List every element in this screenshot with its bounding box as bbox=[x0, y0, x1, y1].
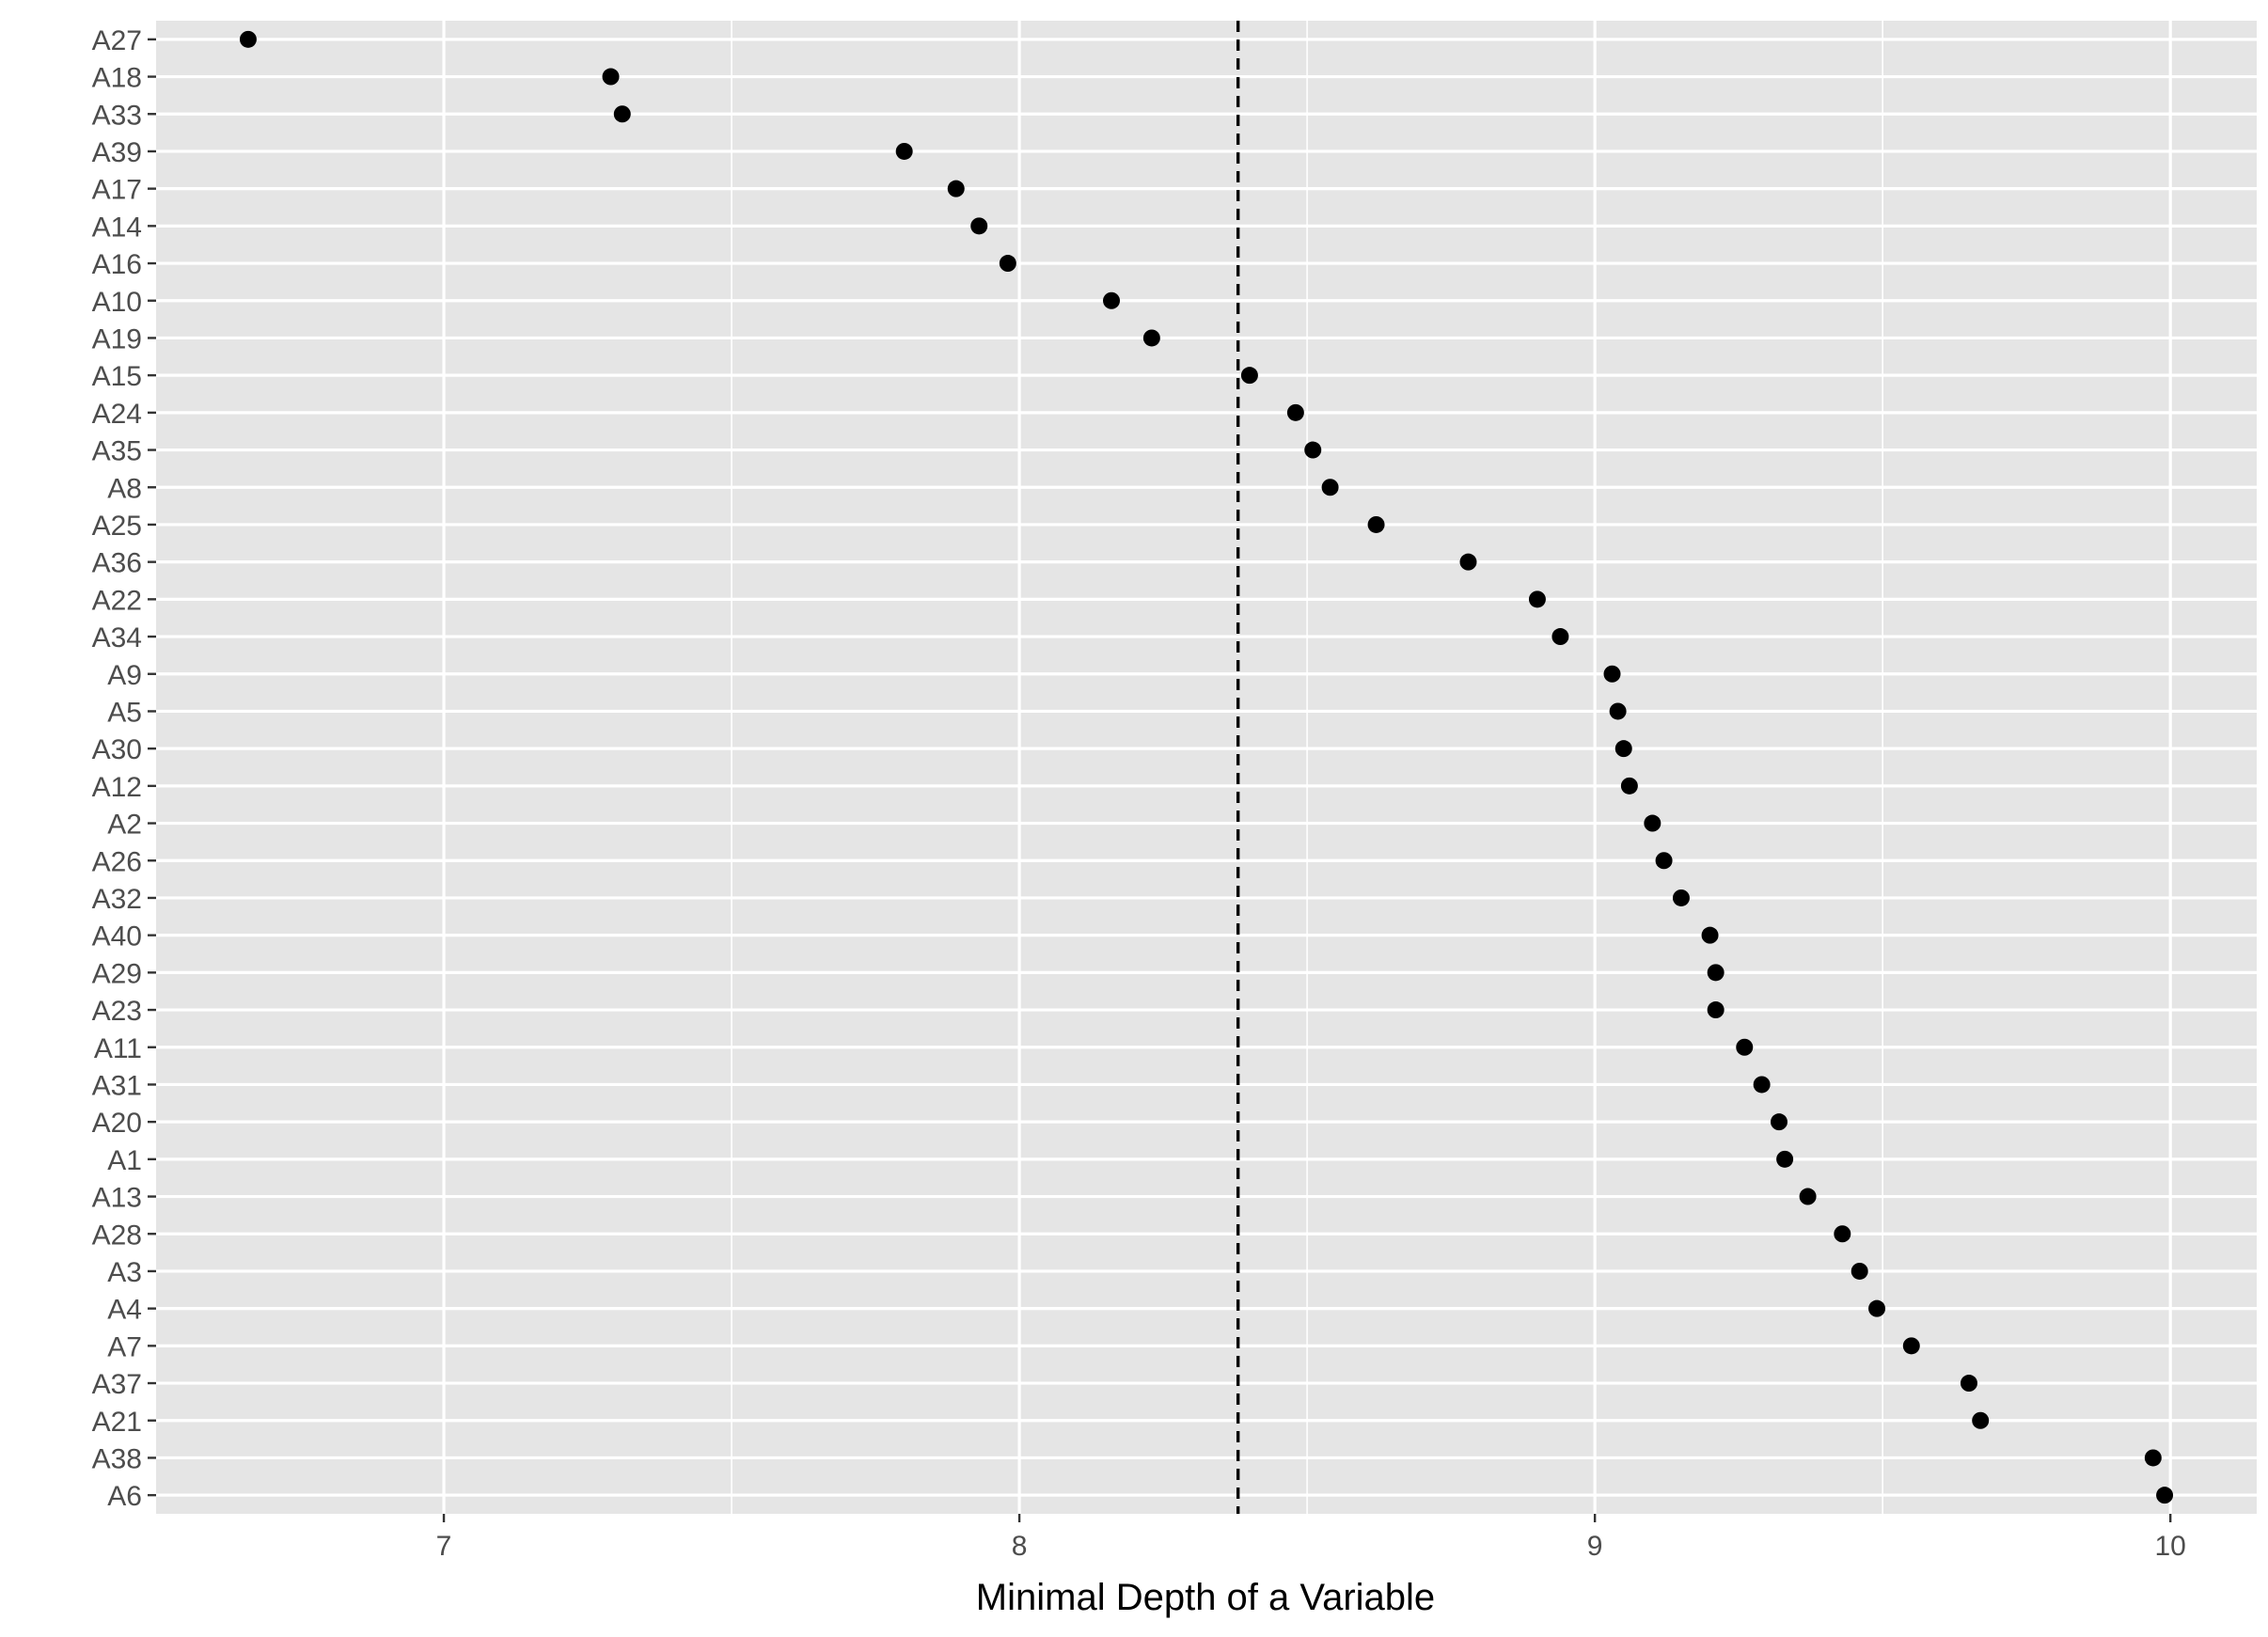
data-point bbox=[1655, 852, 1673, 870]
data-point bbox=[1367, 515, 1385, 533]
y-tick-label: A39 bbox=[92, 137, 142, 168]
minor-gridlines bbox=[731, 21, 1883, 1514]
y-tick-label: A30 bbox=[92, 734, 142, 765]
y-tick-label: A20 bbox=[92, 1108, 142, 1139]
data-points bbox=[239, 30, 2174, 1504]
data-point bbox=[1551, 628, 1569, 646]
y-tick-label: A11 bbox=[94, 1033, 142, 1064]
data-point bbox=[2156, 1487, 2174, 1504]
y-tick-label: A5 bbox=[107, 697, 142, 728]
data-point bbox=[1644, 814, 1662, 832]
data-point bbox=[2144, 1449, 2162, 1467]
x-tick-label: 9 bbox=[1587, 1531, 1603, 1562]
data-point bbox=[1799, 1188, 1817, 1205]
x-axis: 7 8 9 10 bbox=[436, 1514, 2186, 1562]
data-point bbox=[1834, 1225, 1851, 1243]
y-tick-label: A13 bbox=[92, 1183, 142, 1214]
data-point bbox=[1609, 702, 1627, 720]
y-tick-label: A2 bbox=[107, 810, 142, 841]
data-point bbox=[1304, 441, 1322, 459]
data-point bbox=[1614, 740, 1632, 758]
x-tick-label: 8 bbox=[1012, 1531, 1028, 1562]
y-tick-label: A4 bbox=[107, 1295, 142, 1326]
y-tick-label: A37 bbox=[92, 1369, 142, 1400]
data-point bbox=[970, 217, 988, 235]
data-point bbox=[1459, 553, 1477, 571]
y-tick-label: A1 bbox=[107, 1145, 142, 1176]
data-point bbox=[1142, 329, 1160, 347]
data-point bbox=[1736, 1038, 1754, 1056]
data-point bbox=[1972, 1411, 1990, 1429]
data-point bbox=[1776, 1150, 1794, 1168]
y-tick-label: A28 bbox=[92, 1220, 142, 1251]
data-point bbox=[1672, 889, 1690, 906]
y-tick-label: A15 bbox=[92, 361, 142, 392]
y-tick-label: A27 bbox=[92, 25, 142, 56]
y-tick-label: A24 bbox=[92, 399, 142, 430]
x-axis-title: Minimal Depth of a Variable bbox=[976, 1577, 1435, 1618]
y-tick-label: A16 bbox=[92, 249, 142, 280]
data-point bbox=[999, 255, 1016, 273]
y-tick-label: A34 bbox=[92, 622, 142, 653]
y-tick-label: A9 bbox=[107, 660, 142, 691]
y-tick-label: A35 bbox=[92, 436, 142, 467]
y-tick-label: A18 bbox=[92, 63, 142, 94]
y-tick-label: A29 bbox=[92, 958, 142, 989]
y-tick-label: A22 bbox=[92, 585, 142, 616]
y-tick-label: A32 bbox=[92, 884, 142, 915]
y-tick-label: A21 bbox=[92, 1407, 142, 1438]
data-point bbox=[1701, 926, 1719, 944]
y-tick-label: A7 bbox=[107, 1331, 142, 1362]
data-point bbox=[239, 30, 257, 48]
y-tick-label: A3 bbox=[107, 1257, 142, 1288]
y-tick-label: A19 bbox=[92, 323, 142, 354]
data-point bbox=[1868, 1299, 1886, 1317]
y-tick-label: A31 bbox=[92, 1070, 142, 1101]
y-tick-label: A17 bbox=[92, 175, 142, 206]
data-point bbox=[1707, 1001, 1725, 1019]
y-tick-label: A33 bbox=[92, 100, 142, 131]
y-tick-label: A23 bbox=[92, 996, 142, 1027]
data-point bbox=[1707, 964, 1725, 982]
y-tick-label: A40 bbox=[92, 921, 142, 952]
x-tick-label: 7 bbox=[436, 1531, 452, 1562]
data-point bbox=[1960, 1375, 1977, 1393]
data-point bbox=[1240, 367, 1258, 385]
data-point bbox=[613, 105, 631, 123]
data-point bbox=[1528, 590, 1546, 608]
y-tick-label: A8 bbox=[107, 473, 142, 504]
data-point bbox=[1286, 403, 1304, 421]
data-point bbox=[602, 68, 620, 86]
y-tick-label: A26 bbox=[92, 846, 142, 877]
y-tick-label: A25 bbox=[92, 511, 142, 542]
data-point bbox=[1321, 479, 1339, 496]
x-tick-label: 10 bbox=[2155, 1531, 2186, 1562]
data-point bbox=[1603, 665, 1621, 683]
major-gridlines bbox=[156, 21, 2257, 1514]
plot-panel bbox=[156, 21, 2257, 1514]
data-point bbox=[895, 142, 913, 160]
data-point bbox=[1103, 291, 1121, 309]
data-point bbox=[947, 180, 965, 197]
y-tick-label: A12 bbox=[92, 772, 142, 803]
y-tick-label: A14 bbox=[92, 212, 142, 243]
data-point bbox=[1753, 1076, 1771, 1094]
data-point bbox=[1620, 777, 1638, 795]
data-point bbox=[1770, 1113, 1788, 1131]
data-point bbox=[1902, 1337, 1920, 1355]
y-axis: A27 A18 A33 A39 A17 A14 A16 A10 A19 A15 A24 A35 A8 A2… bbox=[92, 25, 156, 1512]
y-tick-label: A6 bbox=[107, 1481, 142, 1512]
y-tick-label: A10 bbox=[92, 287, 142, 318]
data-point bbox=[1851, 1262, 1868, 1280]
y-tick-label: A36 bbox=[92, 548, 142, 579]
y-tick-label: A38 bbox=[92, 1443, 142, 1474]
